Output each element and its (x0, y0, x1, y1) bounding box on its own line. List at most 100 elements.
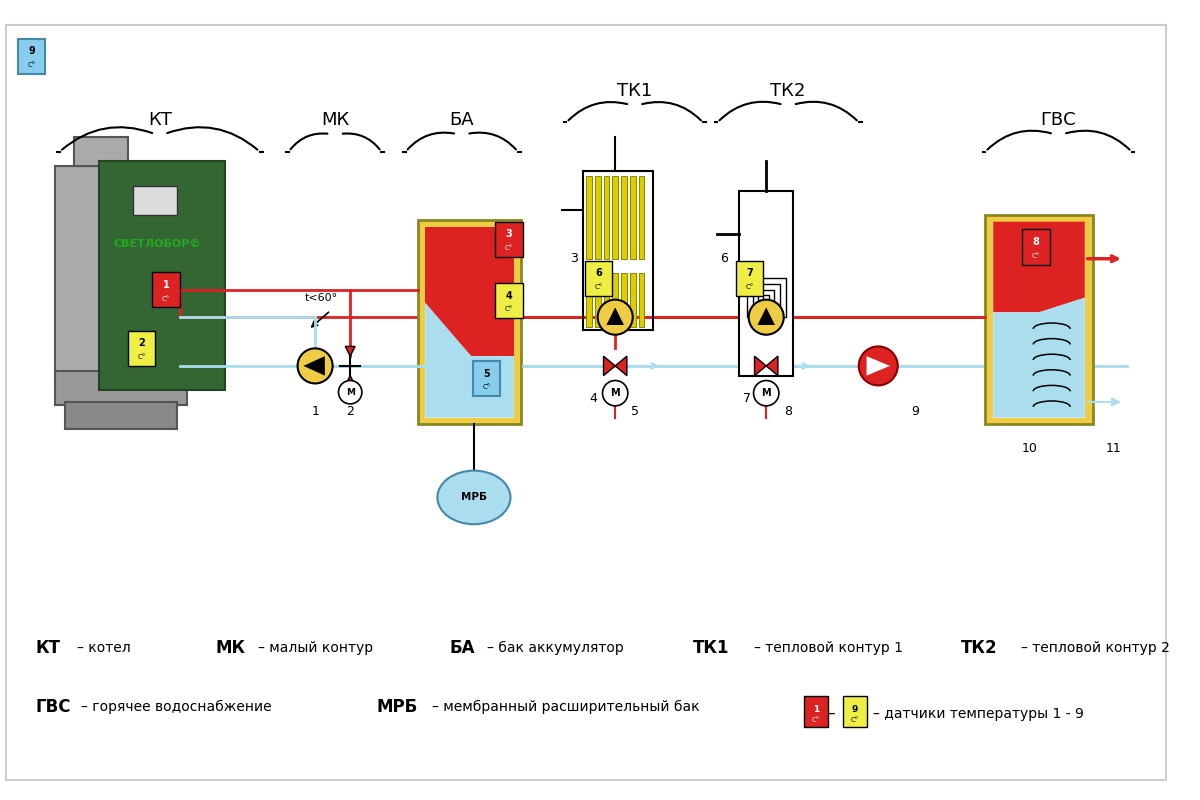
FancyBboxPatch shape (1022, 230, 1050, 265)
Text: БА: БА (450, 111, 474, 129)
Text: ТК1: ТК1 (694, 639, 730, 658)
Text: С°: С° (594, 284, 602, 290)
Polygon shape (994, 298, 1085, 418)
Text: 1: 1 (311, 405, 319, 418)
Text: – тепловой контур 1: – тепловой контур 1 (754, 642, 902, 655)
Text: M: M (762, 388, 772, 398)
Text: – малый контур: – малый контур (258, 642, 373, 655)
Circle shape (602, 381, 628, 406)
Text: – датчики температуры 1 - 9: – датчики температуры 1 - 9 (874, 706, 1085, 721)
Text: 9: 9 (911, 405, 919, 418)
Bar (55, 370, 186, 405)
Text: 2: 2 (138, 338, 145, 349)
FancyBboxPatch shape (496, 283, 523, 318)
Bar (98, 162, 226, 390)
Bar (994, 222, 1085, 418)
Bar (604, 176, 610, 258)
Ellipse shape (437, 470, 510, 524)
Text: С°: С° (138, 354, 146, 360)
Text: МРБ: МРБ (461, 493, 487, 502)
Text: 3: 3 (505, 230, 512, 239)
Text: 8: 8 (1033, 237, 1039, 247)
Bar (630, 176, 636, 258)
FancyBboxPatch shape (584, 261, 612, 296)
Text: 5: 5 (631, 405, 638, 418)
Polygon shape (425, 226, 514, 356)
Bar (758, 290, 774, 306)
Polygon shape (304, 356, 325, 376)
Text: 9: 9 (852, 706, 858, 714)
Text: МК: МК (320, 111, 349, 129)
Bar (586, 176, 592, 258)
Bar (419, 220, 521, 424)
Text: – бак аккумулятор: – бак аккумулятор (486, 642, 623, 655)
Text: 1: 1 (163, 280, 169, 290)
Bar (425, 226, 514, 418)
Text: КТ: КТ (36, 639, 60, 658)
Text: 6: 6 (595, 268, 602, 278)
FancyBboxPatch shape (804, 696, 828, 727)
Polygon shape (757, 307, 775, 325)
Bar (612, 274, 618, 327)
Text: БА: БА (450, 639, 475, 658)
Text: 4: 4 (505, 290, 512, 301)
Text: С°: С° (851, 717, 859, 722)
Text: С°: С° (505, 306, 514, 312)
Text: – тепловой контур 2: – тепловой контур 2 (1021, 642, 1170, 655)
Text: 11: 11 (1106, 442, 1122, 455)
Circle shape (338, 381, 362, 404)
Polygon shape (346, 346, 355, 356)
Bar (752, 284, 780, 311)
Text: t<60°: t<60° (305, 293, 337, 302)
Bar (586, 274, 592, 327)
Polygon shape (425, 302, 514, 418)
Text: СВЕТЛОБОР©: СВЕТЛОБОР© (114, 239, 202, 249)
Bar (622, 176, 626, 258)
FancyBboxPatch shape (496, 222, 523, 257)
Text: ТК2: ТК2 (961, 639, 997, 658)
Bar (638, 176, 644, 258)
FancyBboxPatch shape (128, 331, 155, 366)
Bar (74, 137, 128, 166)
Text: 4: 4 (590, 391, 598, 405)
Text: –: – (828, 706, 835, 722)
Text: 5: 5 (484, 369, 490, 378)
Text: ГВС: ГВС (36, 698, 71, 716)
FancyBboxPatch shape (736, 261, 763, 296)
Text: С°: С° (162, 296, 170, 302)
Text: ТК2: ТК2 (770, 82, 806, 100)
FancyBboxPatch shape (152, 272, 180, 307)
Bar (638, 274, 644, 327)
Polygon shape (604, 356, 616, 376)
Bar (55, 166, 162, 381)
Circle shape (859, 346, 898, 386)
Text: 7: 7 (743, 391, 751, 405)
Text: – котел: – котел (77, 642, 131, 655)
Bar (630, 274, 636, 327)
Text: – мембранный расширительный бак: – мембранный расширительный бак (432, 700, 700, 714)
Polygon shape (866, 356, 890, 376)
Circle shape (598, 300, 632, 334)
Text: 2: 2 (347, 405, 354, 418)
Polygon shape (755, 356, 767, 376)
Polygon shape (606, 307, 624, 325)
Text: 8: 8 (785, 405, 793, 418)
Bar (985, 215, 1093, 424)
Text: – горячее водоснабжение: – горячее водоснабжение (82, 700, 272, 714)
Circle shape (749, 300, 784, 334)
Bar (622, 274, 626, 327)
Text: С°: С° (745, 284, 754, 290)
Bar (595, 176, 600, 258)
Bar (133, 186, 176, 215)
Bar (604, 274, 610, 327)
FancyBboxPatch shape (18, 38, 46, 74)
Text: 9: 9 (29, 46, 35, 56)
Text: 6: 6 (720, 252, 728, 266)
Text: МРБ: МРБ (377, 698, 418, 716)
Text: ГВС: ГВС (1040, 111, 1076, 129)
Polygon shape (346, 376, 355, 386)
Text: 1: 1 (812, 706, 820, 714)
Text: 10: 10 (1021, 442, 1037, 455)
Text: МК: МК (216, 639, 246, 658)
Bar (739, 190, 793, 376)
